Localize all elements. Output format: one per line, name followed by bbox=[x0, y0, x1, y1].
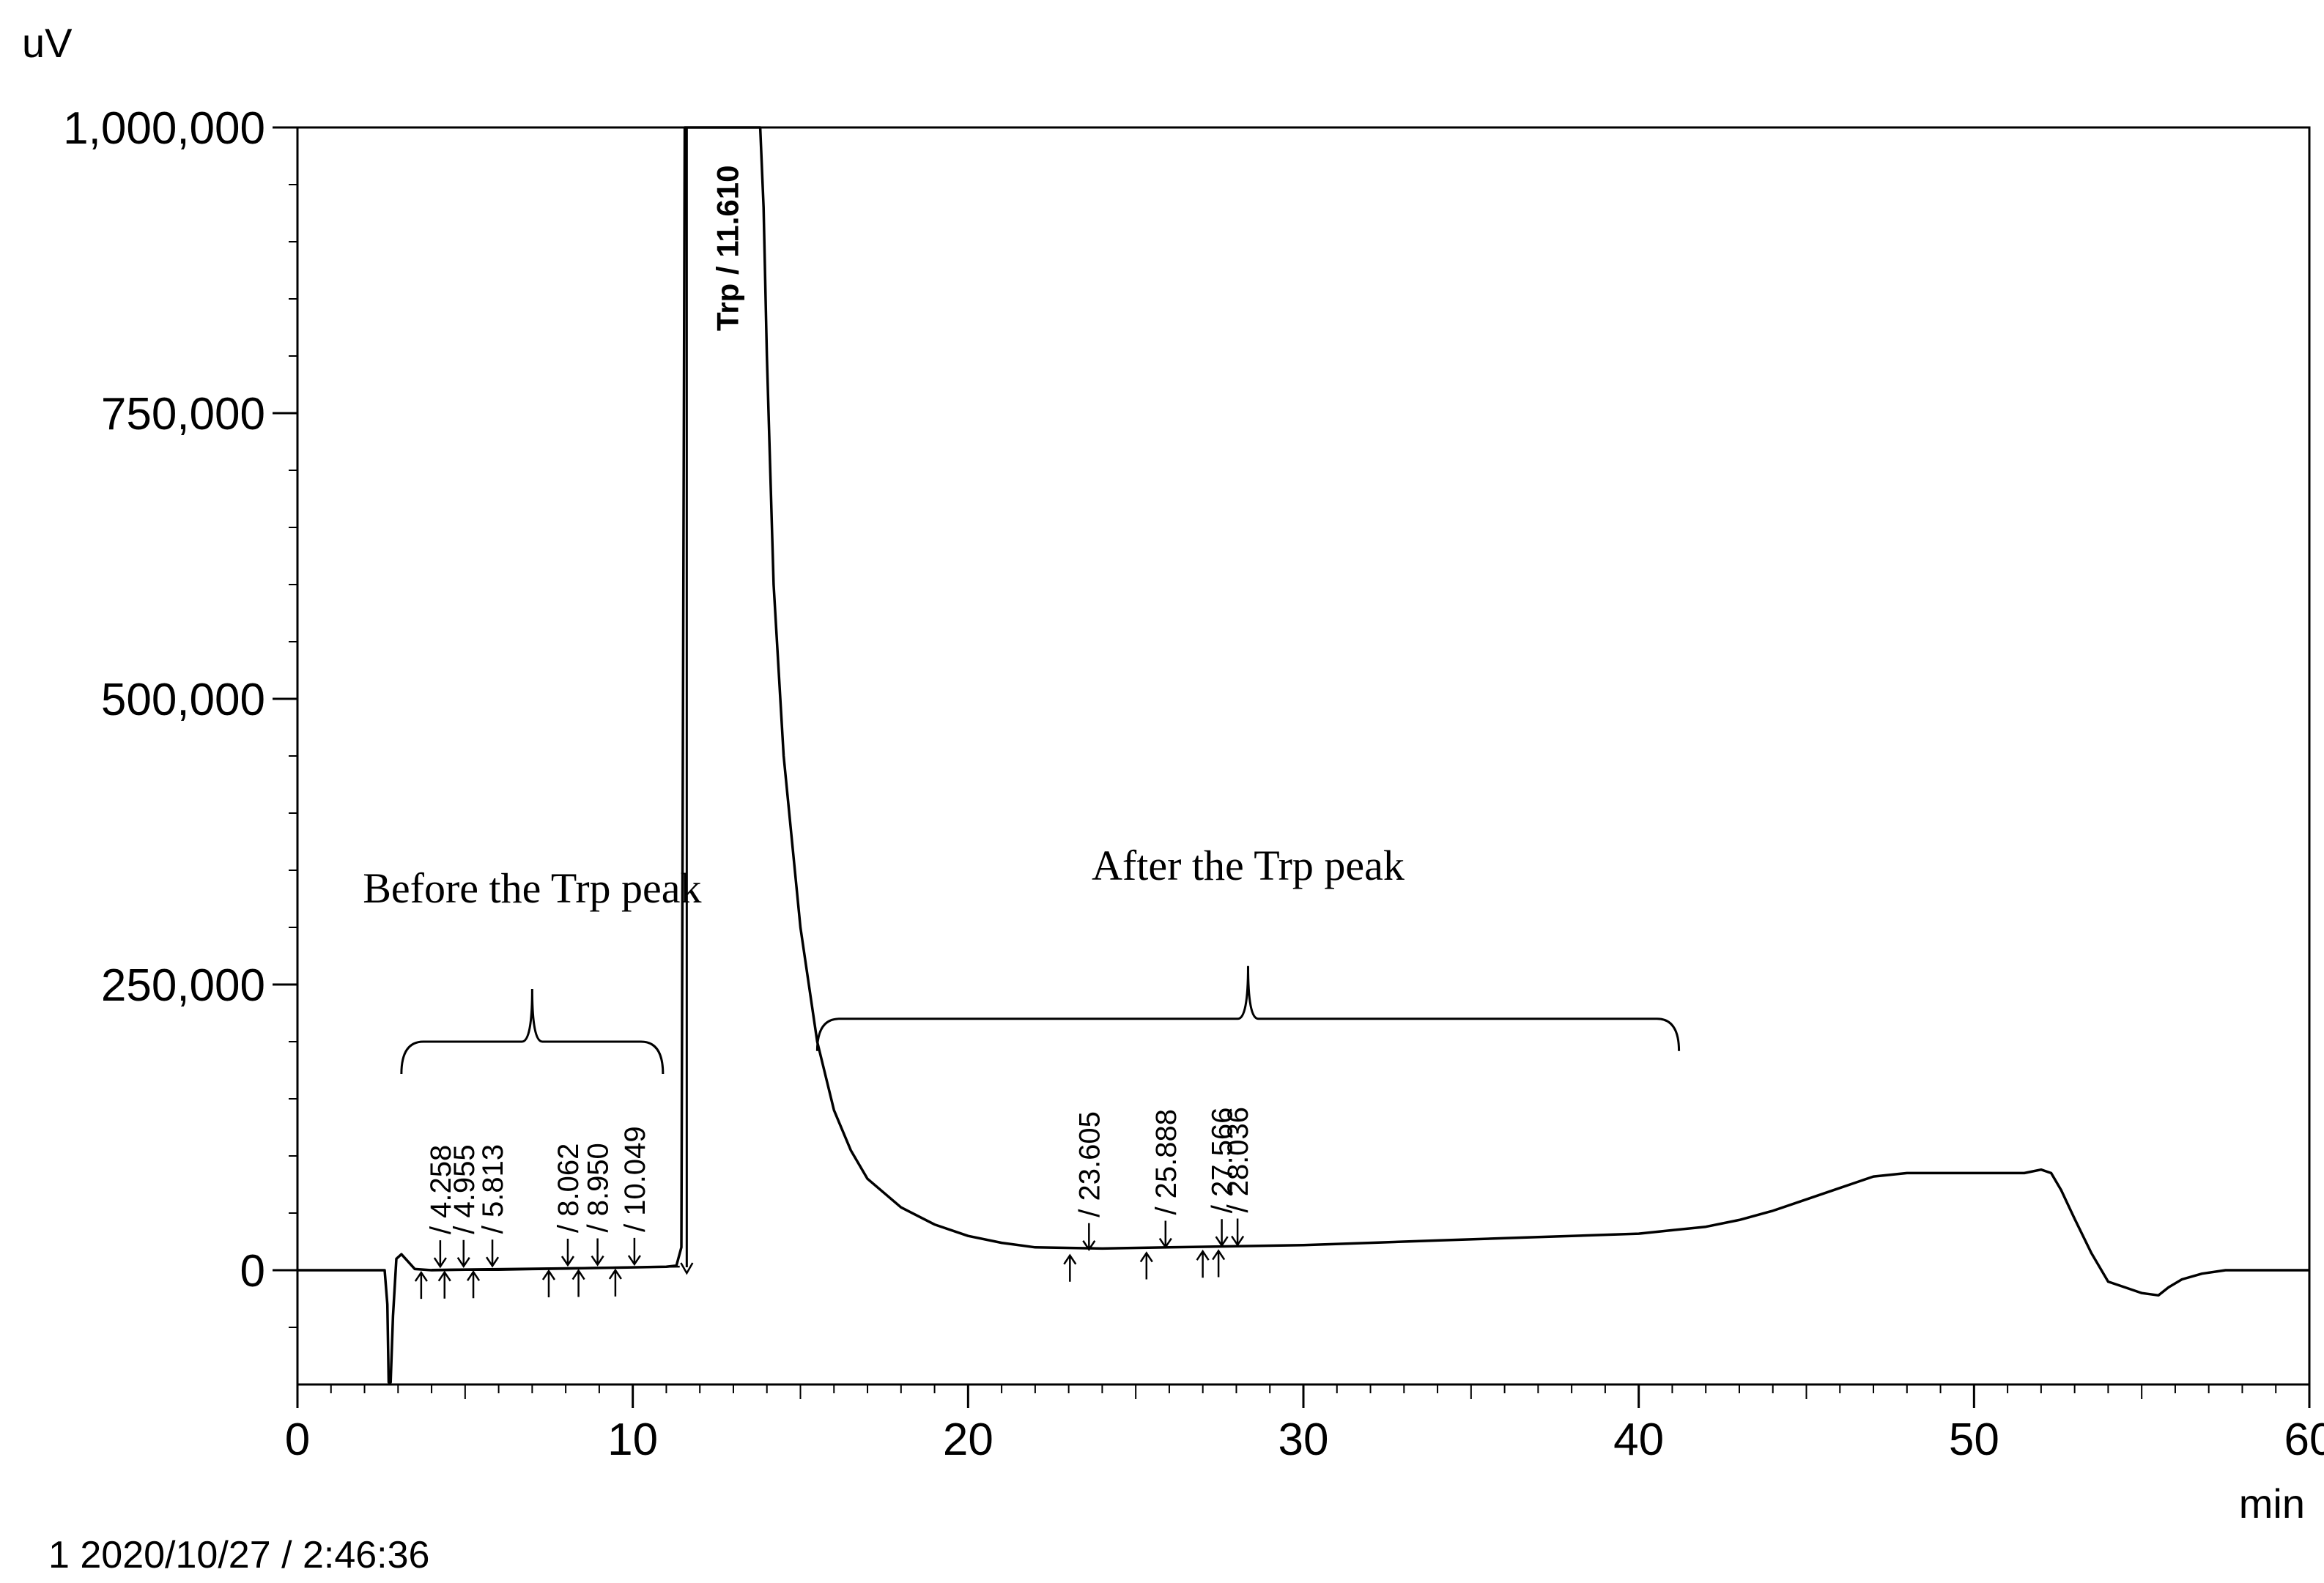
peak-start-arrow bbox=[1215, 1219, 1229, 1248]
peak-end-arrow bbox=[414, 1270, 428, 1300]
y-tick-label: 250,000 bbox=[101, 960, 265, 1011]
x-tick-label: 30 bbox=[1278, 1415, 1329, 1465]
peak-end-arrow bbox=[1212, 1249, 1226, 1278]
peak-end-arrow bbox=[1063, 1253, 1077, 1282]
y-unit-label: uV bbox=[22, 20, 73, 66]
plot-border bbox=[296, 126, 2311, 1386]
peak-start-arrow bbox=[1158, 1220, 1172, 1249]
main-peak-label: Trp / 11.610 bbox=[710, 165, 744, 331]
x-tick-label: 10 bbox=[607, 1415, 658, 1465]
chromatogram-trace bbox=[297, 126, 2309, 1384]
peak-start-arrow bbox=[560, 1239, 575, 1267]
peak-start-arrow bbox=[433, 1240, 447, 1269]
peak-rt-label: / 8.062 bbox=[552, 1143, 585, 1233]
peak-rt-label: / 28.036 bbox=[1222, 1107, 1254, 1213]
peak-rt-label: / 23.605 bbox=[1073, 1111, 1106, 1217]
y-tick-label: 500,000 bbox=[101, 675, 265, 725]
region-label: Before the Trp peak bbox=[363, 864, 701, 912]
peak-start-arrow bbox=[627, 1237, 641, 1267]
peak-start-arrow bbox=[486, 1239, 500, 1268]
peak-end-arrow bbox=[608, 1268, 622, 1297]
y-tick-label: 1,000,000 bbox=[63, 103, 265, 154]
region-brace bbox=[815, 965, 1681, 1051]
peak-rt-label: / 8.950 bbox=[582, 1143, 615, 1232]
main-peak: Trp / 11.610 bbox=[680, 127, 744, 1275]
peak-rt-label: / 27.566 bbox=[1207, 1108, 1239, 1214]
peak-end-arrow bbox=[467, 1269, 481, 1299]
peak-start-arrow bbox=[1231, 1218, 1245, 1247]
y-tick-label: 0 bbox=[240, 1246, 265, 1297]
y-axis: 1,000,000 750,000 500,000 250,000 0 bbox=[63, 103, 297, 1328]
x-tick-label: 50 bbox=[1949, 1415, 1999, 1465]
peak-end-arrow bbox=[571, 1269, 585, 1297]
plot-area bbox=[296, 126, 2311, 1386]
x-tick-label: 40 bbox=[1613, 1415, 1664, 1465]
peak-rt-label: / 4.955 bbox=[448, 1144, 481, 1234]
main-peak-arrow bbox=[680, 1262, 694, 1275]
peak-rt-label: / 5.813 bbox=[477, 1144, 509, 1234]
peak-start-arrow bbox=[456, 1239, 470, 1268]
peak-start-arrow bbox=[1082, 1223, 1096, 1252]
peak-rt-label: / 10.049 bbox=[619, 1126, 651, 1232]
peak-markers: / 4.258/ 4.955/ 5.813 / 8.062/ 8.950/ 10.… bbox=[414, 1107, 1254, 1300]
y-tick-label: 750,000 bbox=[101, 389, 265, 440]
footer-timestamp: 1 2020/10/27 / 2:46:36 bbox=[48, 1534, 429, 1576]
peak-end-arrow bbox=[541, 1269, 556, 1297]
x-axis: 0 10 20 30 40 50 60 bbox=[285, 1384, 2324, 1465]
region-label: After the Trp peak bbox=[1092, 842, 1405, 889]
peak-end-arrow bbox=[437, 1270, 451, 1299]
x-tick-label: 60 bbox=[2284, 1415, 2324, 1465]
peak-rt-label: / 25.888 bbox=[1150, 1109, 1183, 1215]
x-unit-label: min bbox=[2239, 1480, 2305, 1527]
peak-end-arrow bbox=[1139, 1251, 1153, 1280]
region-annotations: Before the Trp peak After the Trp peak bbox=[363, 842, 1681, 1075]
region-brace bbox=[400, 988, 665, 1075]
peak-start-arrow bbox=[591, 1238, 604, 1267]
peak-rt-label: / 4.258 bbox=[425, 1145, 457, 1234]
x-tick-label: 0 bbox=[285, 1415, 310, 1465]
peak-end-arrow bbox=[1196, 1249, 1210, 1278]
x-tick-label: 20 bbox=[943, 1415, 993, 1465]
